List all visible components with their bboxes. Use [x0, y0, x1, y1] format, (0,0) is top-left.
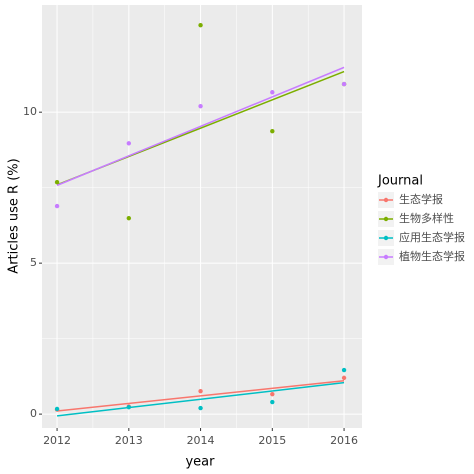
- legend-point: [383, 197, 389, 203]
- point: [126, 404, 132, 410]
- legend-label: 生态学报: [399, 192, 443, 206]
- point: [54, 406, 60, 412]
- x-tick-label: 2016: [330, 434, 358, 447]
- y-tick-label: 10: [23, 105, 37, 118]
- panel: [42, 5, 362, 428]
- point: [341, 81, 347, 87]
- trend-line: [56, 66, 345, 187]
- legend-label: 生物多样性: [399, 211, 454, 225]
- y-tick-label: 0: [30, 407, 37, 420]
- legend-point: [383, 254, 389, 260]
- point: [341, 375, 347, 381]
- y-axis-label: Articles use R (%): [7, 158, 22, 273]
- point: [270, 391, 275, 397]
- point: [54, 180, 60, 185]
- y-tick-label: 5: [30, 256, 37, 269]
- point: [341, 367, 347, 373]
- trend-line: [56, 381, 345, 417]
- legend-point: [383, 216, 389, 222]
- x-tick-label: 2013: [115, 434, 143, 447]
- point: [126, 215, 132, 221]
- x-axis-label: year: [185, 455, 215, 470]
- point: [198, 23, 203, 28]
- point: [270, 129, 275, 134]
- point: [270, 90, 275, 95]
- legend-label: 应用生态学报: [399, 230, 465, 244]
- legend-point: [383, 235, 389, 241]
- point: [198, 405, 203, 411]
- point: [198, 388, 203, 394]
- point: [126, 141, 132, 146]
- x-tick-label: 2015: [258, 434, 286, 447]
- legend-title: Journal: [377, 174, 423, 189]
- trend-line: [56, 379, 345, 412]
- legend-label: 植物生态学报: [399, 249, 465, 263]
- point: [270, 399, 275, 405]
- point: [198, 103, 203, 109]
- point: [54, 203, 60, 209]
- x-tick-label: 2014: [187, 434, 215, 447]
- x-tick-label: 2012: [43, 434, 71, 447]
